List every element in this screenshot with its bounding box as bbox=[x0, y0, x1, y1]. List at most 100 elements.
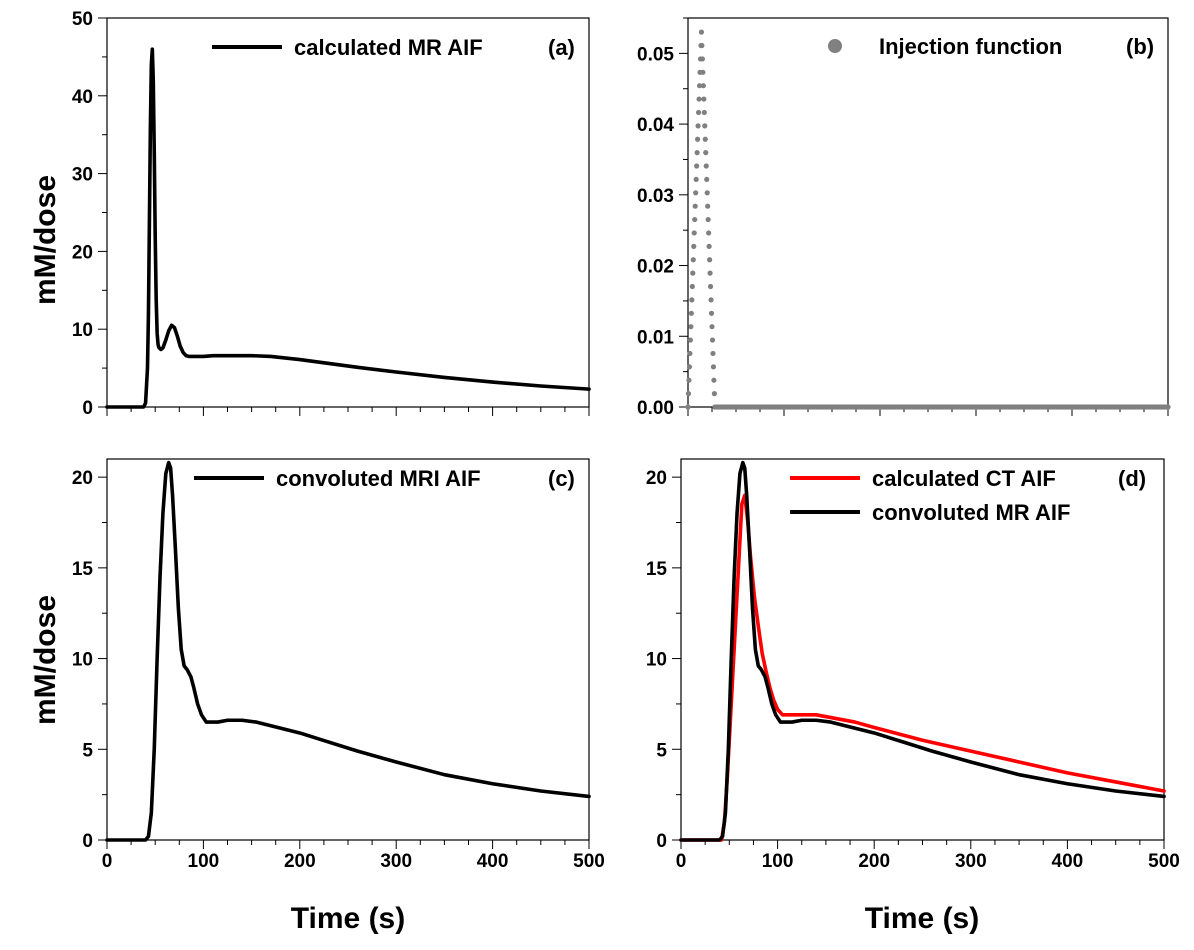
data-point bbox=[710, 350, 716, 357]
data-point bbox=[711, 377, 717, 383]
data-point bbox=[703, 163, 709, 169]
data-point bbox=[686, 364, 693, 370]
series-line-calculated-mr-aif bbox=[105, 47, 591, 409]
y-tick-label: 0.01 bbox=[637, 327, 674, 348]
data-point bbox=[696, 83, 703, 89]
x-tick-label: 100 bbox=[762, 851, 794, 872]
data-point bbox=[695, 136, 701, 142]
y-tick-label: 15 bbox=[646, 559, 668, 580]
data-point bbox=[1165, 404, 1171, 410]
x-tick-label: 0 bbox=[102, 851, 113, 872]
data-point bbox=[705, 203, 711, 209]
data-point bbox=[706, 230, 712, 236]
legend-label-convoluted-mr-aif: convoluted MR AIF bbox=[872, 500, 1070, 525]
data-point bbox=[689, 297, 695, 303]
data-point bbox=[692, 203, 698, 209]
data-point bbox=[707, 283, 714, 290]
data-point bbox=[708, 297, 714, 303]
series-line-calculated-ct-aif bbox=[679, 493, 1166, 842]
injection-dots bbox=[685, 29, 1171, 410]
data-point bbox=[694, 163, 700, 169]
data-point bbox=[690, 257, 696, 263]
x-tick-label: 400 bbox=[1052, 851, 1084, 872]
y-tick-label: 15 bbox=[72, 559, 94, 580]
data-point bbox=[699, 42, 705, 49]
data-point bbox=[707, 257, 713, 263]
data-point bbox=[692, 216, 698, 223]
data-point bbox=[702, 136, 708, 142]
data-point bbox=[704, 190, 710, 196]
data-point bbox=[708, 310, 715, 316]
y-tick-label: 10 bbox=[72, 320, 93, 341]
data-point bbox=[707, 270, 713, 276]
x-tick-label: 300 bbox=[380, 851, 412, 872]
y-tick-label: 0.02 bbox=[637, 257, 674, 278]
legend-label-calculated-ct-aif: calculated CT AIF bbox=[872, 466, 1056, 491]
data-point bbox=[711, 391, 718, 397]
y-tick-label: 0.04 bbox=[637, 115, 674, 136]
y-axis-label-top: mM/dose bbox=[29, 175, 62, 305]
legend-label-convoluted-mri-aif: convoluted MRI AIF bbox=[276, 466, 481, 491]
x-tick-label: 0 bbox=[676, 851, 687, 872]
y-tick-label: 20 bbox=[72, 242, 93, 263]
x-axis-label-right: Time (s) bbox=[865, 902, 979, 935]
y-axis-label-bottom: mM/dose bbox=[29, 595, 62, 725]
chart-panel-a: 0 10 20 30 40 50 calculated MR AIF (a) bbox=[72, 9, 591, 419]
data-point bbox=[704, 176, 710, 183]
legend-label-injection-function: Injection function bbox=[879, 34, 1062, 59]
panel-label: (c) bbox=[548, 466, 575, 491]
series-line-convoluted-mri-aif bbox=[105, 460, 591, 842]
legend-label-calculated-mr-aif: calculated MR AIF bbox=[294, 35, 483, 60]
plot-frame bbox=[687, 17, 1169, 408]
data-point bbox=[698, 29, 705, 35]
data-point bbox=[688, 310, 694, 316]
x-tick-label: 100 bbox=[188, 851, 220, 872]
x-tick-label: 300 bbox=[955, 851, 987, 872]
y-tick-label: 20 bbox=[646, 468, 667, 489]
panel-label: (d) bbox=[1118, 466, 1146, 491]
x-tick-label: 400 bbox=[477, 851, 509, 872]
data-point bbox=[700, 69, 706, 75]
data-point bbox=[687, 337, 694, 343]
x-tick-label: 200 bbox=[858, 851, 890, 872]
y-tick-label: 0 bbox=[82, 831, 93, 852]
data-point bbox=[706, 243, 712, 249]
data-point bbox=[694, 150, 700, 156]
data-point bbox=[691, 243, 697, 249]
data-point bbox=[688, 324, 694, 330]
data-point bbox=[702, 123, 708, 129]
data-point bbox=[695, 123, 701, 129]
panel-label: (b) bbox=[1126, 34, 1154, 59]
x-tick-label: 500 bbox=[573, 851, 605, 872]
data-point bbox=[693, 190, 699, 196]
y-tick-label: 0.00 bbox=[637, 398, 674, 419]
data-point bbox=[703, 150, 709, 156]
data-point bbox=[705, 216, 711, 223]
data-point bbox=[699, 56, 706, 62]
x-tick-label: 500 bbox=[1148, 851, 1180, 872]
data-point bbox=[693, 176, 699, 183]
data-point bbox=[701, 96, 707, 102]
y-tick-label: 0 bbox=[656, 831, 667, 852]
data-point bbox=[696, 96, 702, 102]
data-point bbox=[689, 283, 695, 290]
y-tick-label: 5 bbox=[82, 740, 93, 761]
plot-frame bbox=[106, 458, 590, 841]
y-tick-label: 40 bbox=[72, 87, 93, 108]
chart-panel-b: 0.00 0.01 0.02 0.03 0.04 0.05 Injection functi… bbox=[637, 17, 1171, 419]
x-tick-label: 200 bbox=[284, 851, 316, 872]
data-point bbox=[690, 270, 696, 276]
y-tick-label: 0.03 bbox=[637, 186, 674, 207]
data-point bbox=[685, 404, 691, 410]
data-point bbox=[710, 364, 717, 370]
y-tick-label: 30 bbox=[72, 165, 93, 186]
y-tick-label: 20 bbox=[72, 468, 93, 489]
y-tick-label: 10 bbox=[646, 650, 667, 671]
y-tick-label: 0 bbox=[82, 398, 93, 419]
y-tick-label: 50 bbox=[72, 9, 93, 30]
series-line-convoluted-mr-aif bbox=[679, 460, 1166, 842]
data-point bbox=[709, 337, 716, 343]
